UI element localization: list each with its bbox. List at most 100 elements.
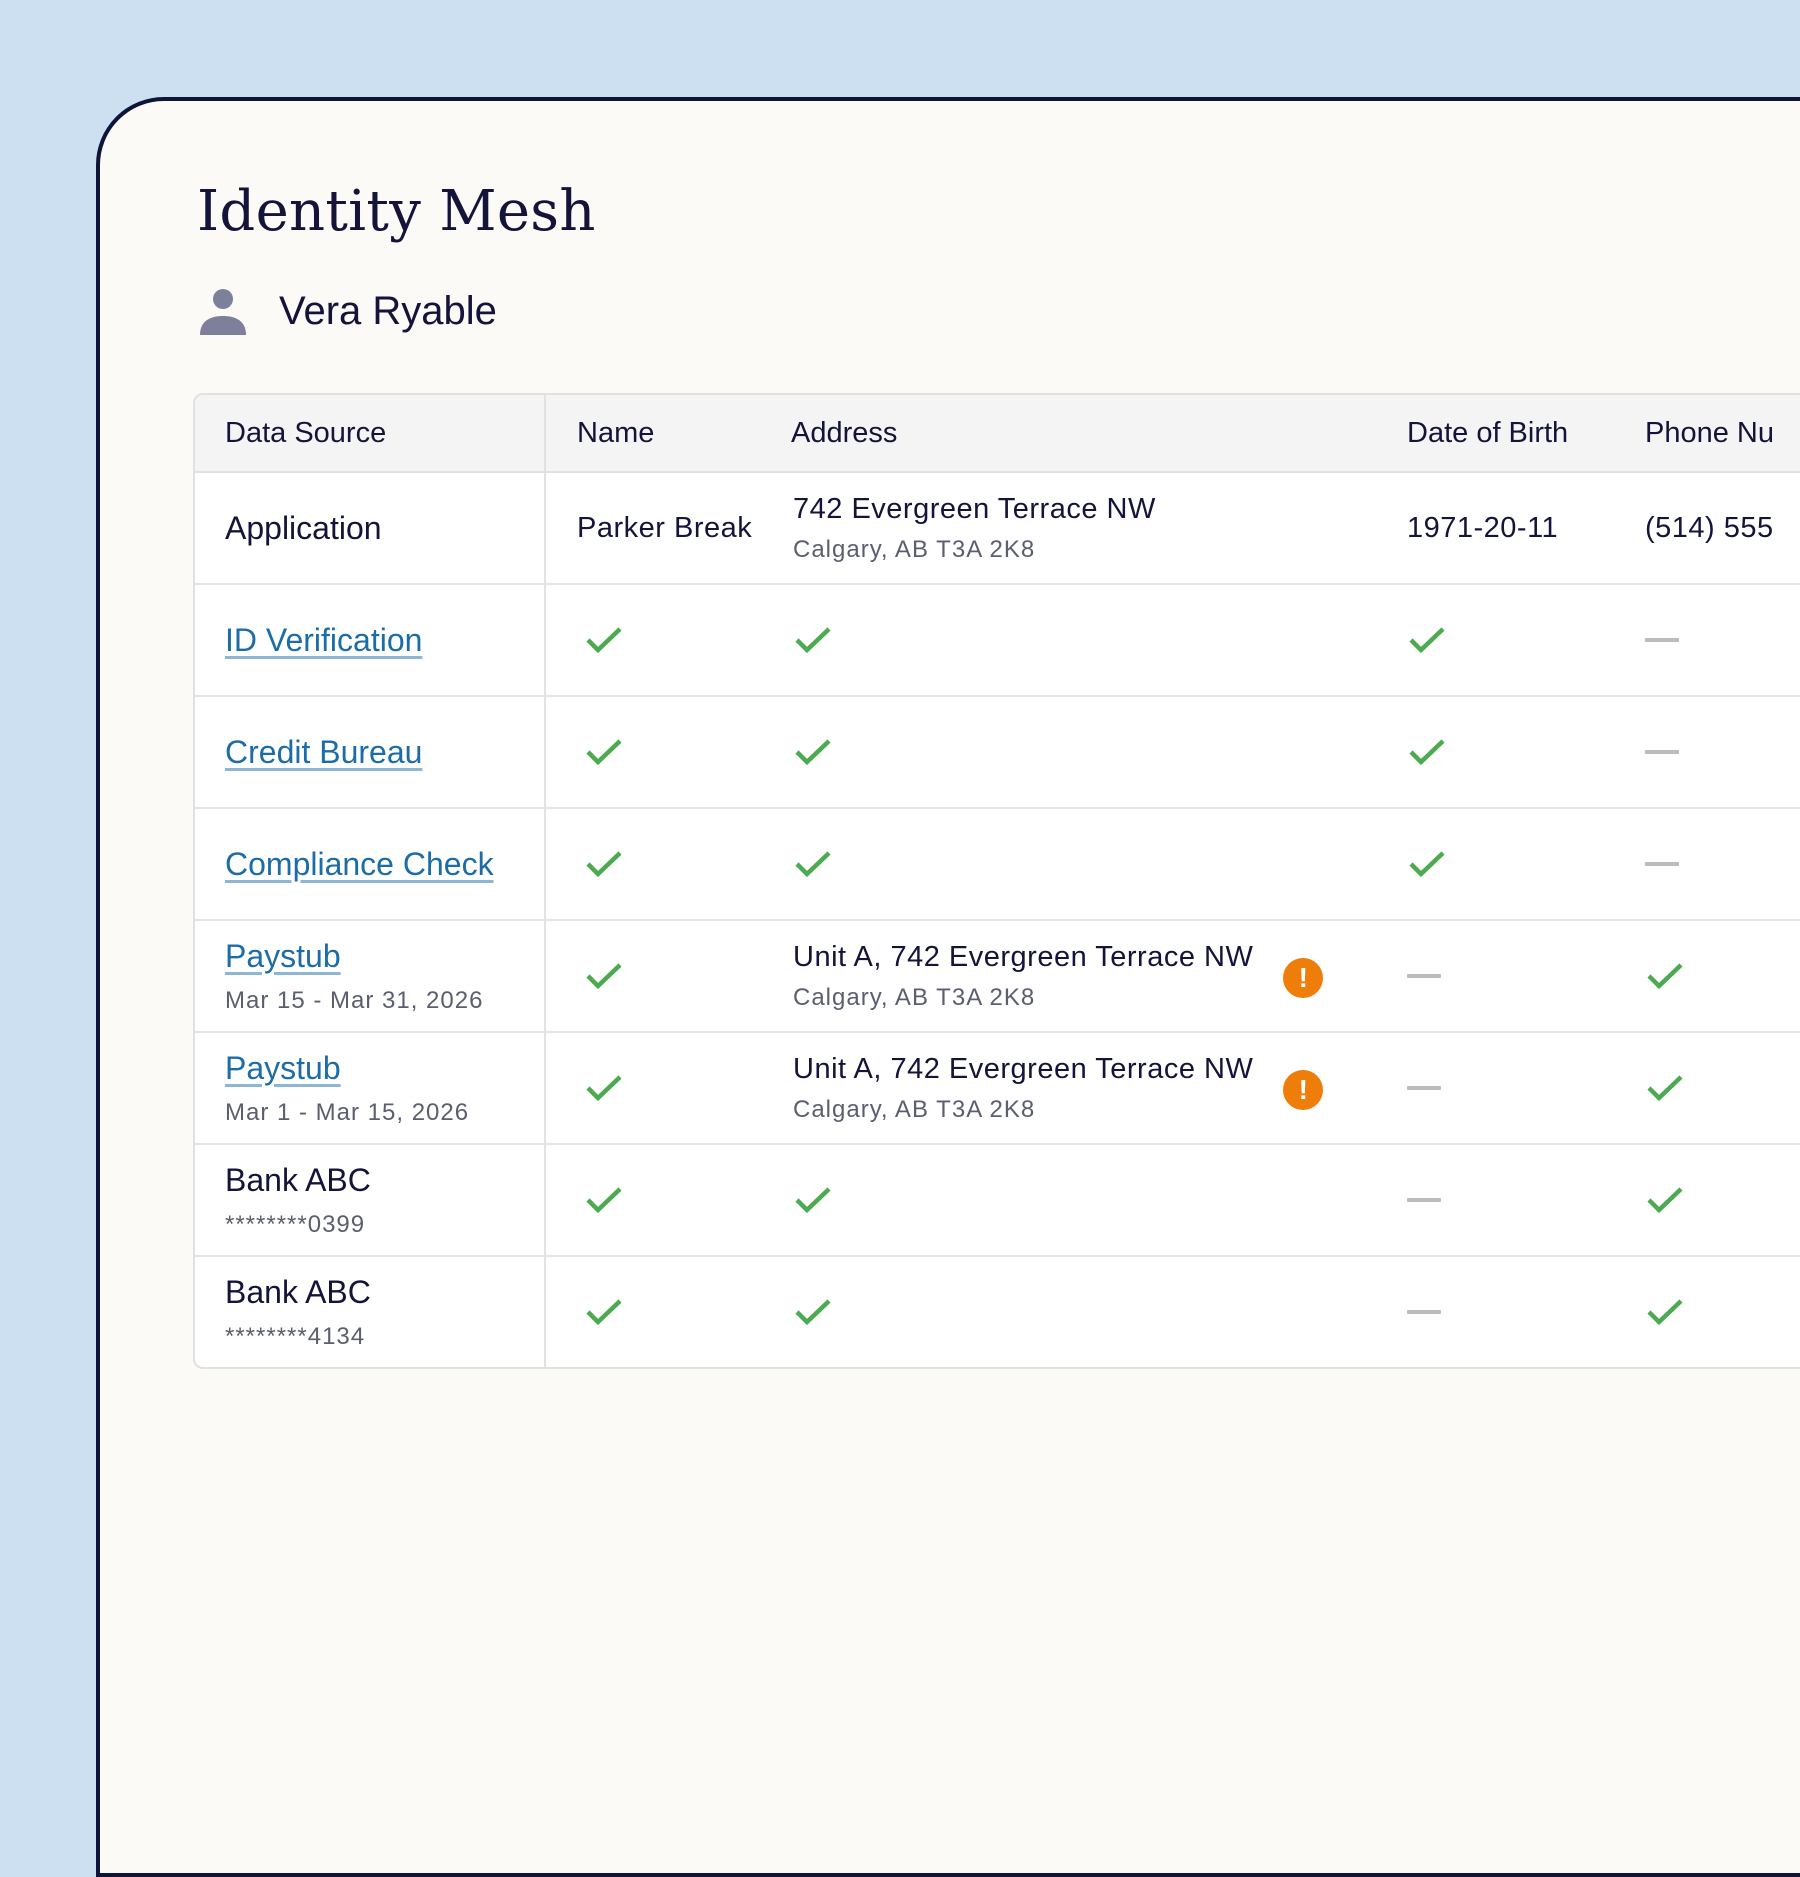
check-icon xyxy=(793,736,833,768)
cell-phone-number xyxy=(1637,584,1800,697)
cell-phone-number xyxy=(1637,1144,1800,1257)
address-status xyxy=(793,1184,1399,1216)
cell-date-of-birth xyxy=(1399,1144,1637,1257)
cell-address xyxy=(783,808,1399,921)
data-source-link[interactable]: ID Verification xyxy=(225,621,423,658)
check-icon xyxy=(584,1296,624,1328)
cell-date-of-birth xyxy=(1399,1032,1637,1145)
dash-icon xyxy=(1645,862,1679,866)
check-icon xyxy=(584,736,624,768)
address-line-2: Calgary, AB T3A 2K8 xyxy=(793,983,1036,1011)
table-row: Bank ABC ********4134 xyxy=(195,1256,1800,1367)
user-name: Vera Ryable xyxy=(279,288,497,333)
dash-icon xyxy=(1645,638,1679,642)
identity-table: Data Source Name Address Date of Birth P… xyxy=(193,393,1800,1369)
check-icon xyxy=(1645,960,1685,992)
name-status xyxy=(584,1184,783,1216)
cell-address xyxy=(783,1144,1399,1257)
column-header-data-source: Data Source xyxy=(195,395,546,473)
cell-data-source: Bank ABC ********4134 xyxy=(195,1256,546,1367)
check-icon xyxy=(793,624,833,656)
address-line-2: Calgary, AB T3A 2K8 xyxy=(793,1095,1036,1123)
user-header: Vera Ryable xyxy=(197,285,497,337)
cell-phone-number xyxy=(1637,696,1800,809)
address-block: Unit A, 742 Evergreen Terrace NW Calgary,… xyxy=(793,941,1399,1012)
cell-address: Unit A, 742 Evergreen Terrace NW Calgary,… xyxy=(783,920,1399,1033)
data-source-detail: Mar 15 - Mar 31, 2026 xyxy=(225,986,484,1014)
column-header-address: Address xyxy=(783,395,1399,473)
cell-name xyxy=(545,1144,783,1257)
check-icon xyxy=(584,1184,624,1216)
cell-phone-number: (514) 555 xyxy=(1637,472,1800,585)
address-status xyxy=(793,736,1399,768)
address-line-2: Calgary, AB T3A 2K8 xyxy=(793,535,1036,563)
dob-status xyxy=(1407,736,1637,768)
cell-name xyxy=(545,1032,783,1145)
address-line-1: 742 Evergreen Terrace NW xyxy=(793,492,1156,525)
address-status xyxy=(793,848,1399,880)
warning-icon[interactable]: ! xyxy=(1283,1070,1324,1110)
cell-phone-number xyxy=(1637,1032,1800,1145)
cell-phone-number xyxy=(1637,808,1800,921)
check-icon xyxy=(1645,1184,1685,1216)
data-source-link[interactable]: Paystub xyxy=(225,1049,341,1086)
name-status xyxy=(584,1296,783,1328)
data-source-link[interactable]: Credit Bureau xyxy=(225,733,423,770)
dob-status xyxy=(1407,974,1637,978)
check-icon xyxy=(793,848,833,880)
warning-icon[interactable]: ! xyxy=(1283,958,1324,998)
cell-data-source: Paystub Mar 15 - Mar 31, 2026 xyxy=(195,920,546,1033)
check-icon xyxy=(1645,1296,1685,1328)
cell-phone-number xyxy=(1637,1256,1800,1367)
data-source-link[interactable]: Paystub xyxy=(225,937,341,974)
check-icon xyxy=(1407,736,1447,768)
dob-status xyxy=(1407,848,1637,880)
cell-date-of-birth xyxy=(1399,808,1637,921)
phone-status xyxy=(1645,1072,1800,1104)
address-text: Unit A, 742 Evergreen Terrace NW Calgary,… xyxy=(793,941,1253,1012)
dob-status xyxy=(1407,1086,1637,1090)
cell-name: Parker Break xyxy=(545,472,783,585)
dob-value: 1971-20-11 xyxy=(1407,511,1559,544)
dash-icon xyxy=(1407,1086,1441,1090)
cell-address xyxy=(783,696,1399,809)
app-window: Identity Mesh Vera Ryable Data Source Na… xyxy=(96,97,1800,1877)
cell-data-source: Bank ABC ********0399 xyxy=(195,1144,546,1257)
cell-address: Unit A, 742 Evergreen Terrace NW Calgary,… xyxy=(783,1032,1399,1145)
name-status xyxy=(584,960,783,992)
address-status xyxy=(793,624,1399,656)
person-icon xyxy=(197,285,249,337)
dash-icon xyxy=(1407,974,1441,978)
phone-status xyxy=(1645,1296,1800,1328)
address-text: 742 Evergreen Terrace NW Calgary, AB T3A … xyxy=(793,493,1156,564)
cell-date-of-birth xyxy=(1399,920,1637,1033)
table-row: Paystub Mar 15 - Mar 31, 2026 Unit A, 742 … xyxy=(195,920,1800,1033)
table-row: Bank ABC ********0399 xyxy=(195,1144,1800,1257)
check-icon xyxy=(584,960,624,992)
column-header-date-of-birth: Date of Birth xyxy=(1399,395,1637,473)
data-source-link[interactable]: Compliance Check xyxy=(225,845,494,882)
data-source-label: Bank ABC xyxy=(225,1273,371,1310)
data-source-detail: ********0399 xyxy=(225,1210,366,1238)
cell-address xyxy=(783,1256,1399,1367)
check-icon xyxy=(793,1184,833,1216)
page-title: Identity Mesh xyxy=(197,179,596,244)
data-source-label: Application xyxy=(225,509,382,546)
cell-address: 742 Evergreen Terrace NW Calgary, AB T3A … xyxy=(783,472,1399,585)
address-block: 742 Evergreen Terrace NW Calgary, AB T3A … xyxy=(793,493,1399,564)
cell-date-of-birth xyxy=(1399,584,1637,697)
cell-date-of-birth: 1971-20-11 xyxy=(1399,472,1637,585)
check-icon xyxy=(1407,624,1447,656)
dob-status xyxy=(1407,624,1637,656)
check-icon xyxy=(1407,848,1447,880)
cell-data-source: Compliance Check xyxy=(195,808,546,921)
table-row: Paystub Mar 1 - Mar 15, 2026 Unit A, 742 E… xyxy=(195,1032,1800,1145)
dash-icon xyxy=(1645,750,1679,754)
phone-status xyxy=(1645,960,1800,992)
dash-icon xyxy=(1407,1310,1441,1314)
name-status xyxy=(584,736,783,768)
table-row: ID Verification xyxy=(195,584,1800,697)
cell-date-of-birth xyxy=(1399,696,1637,809)
cell-name xyxy=(545,1256,783,1367)
address-text: Unit A, 742 Evergreen Terrace NW Calgary,… xyxy=(793,1053,1253,1124)
